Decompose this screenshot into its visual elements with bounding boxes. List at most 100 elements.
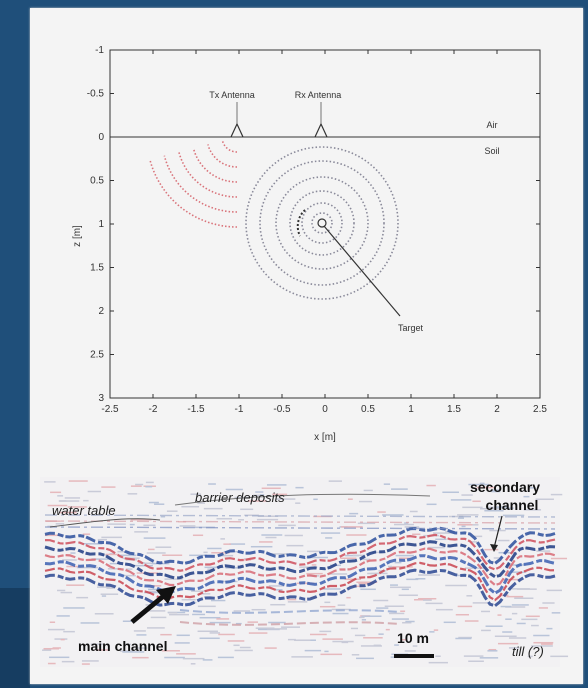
radargram-speckle: [136, 634, 147, 636]
radargram-speckle: [101, 486, 116, 488]
radargram-speckle: [425, 602, 443, 605]
radargram-speckle: [63, 607, 85, 609]
radargram-speckle: [148, 548, 155, 551]
radargram-speckle: [401, 588, 409, 591]
radargram-speckle: [133, 630, 146, 632]
radargram-speckle: [148, 588, 165, 591]
radargram-speckle: [117, 550, 130, 553]
deep-reflector: [179, 609, 401, 614]
radargram-speckle: [329, 573, 348, 575]
radargram-speckle: [260, 494, 265, 496]
x-tick-label: -2.5: [101, 404, 119, 415]
radargram-speckle: [412, 645, 418, 647]
radargram-speckle: [464, 620, 479, 622]
radargram-speckle: [220, 538, 225, 540]
radargram-speckle: [311, 564, 317, 566]
y-tick-label: 0.5: [90, 176, 104, 187]
radargram-speckle: [211, 599, 226, 602]
radargram-speckle: [497, 642, 519, 645]
plot-frame: [109, 49, 541, 399]
radargram-speckle: [130, 485, 142, 487]
radargram-speckle: [240, 508, 254, 511]
radargram-speckle: [204, 566, 224, 569]
radargram-speckle: [533, 641, 554, 644]
radargram-speckle: [485, 625, 503, 627]
radargram-speckle: [120, 574, 136, 577]
radargram-speckle: [81, 663, 90, 665]
radargram-speckle: [181, 598, 196, 601]
radargram-speckle: [458, 636, 472, 639]
radargram-speckle: [97, 586, 111, 588]
radargram-speckle: [209, 621, 231, 624]
y-tick-label: -1: [95, 45, 104, 56]
radargram-speckle: [481, 629, 491, 632]
y-tick-label: 1.5: [90, 263, 104, 274]
radargram-speckle: [255, 627, 275, 629]
radargram-speckle: [276, 498, 282, 500]
radargram-speckle: [278, 524, 296, 527]
reflector-band: [44, 554, 556, 596]
radargram-speckle: [350, 627, 359, 630]
radargram-speckle: [384, 605, 404, 607]
radargram-speckle: [495, 506, 507, 508]
radargram-speckle: [493, 557, 503, 559]
radargram-speckle: [287, 598, 297, 601]
radargram-speckle: [435, 538, 447, 541]
radargram-speckle: [322, 638, 343, 640]
radargram-speckle: [363, 489, 373, 492]
radargram-speckle: [59, 500, 67, 502]
radargram-speckle: [57, 495, 64, 497]
radargram-speckle: [550, 557, 568, 560]
reflector-band: [44, 540, 556, 580]
radargram-speckle: [394, 523, 414, 526]
radargram-speckle: [176, 653, 196, 655]
target-marker: [317, 218, 327, 228]
radargram-speckle: [68, 480, 88, 482]
radargram-speckle: [487, 650, 498, 652]
radargram-speckle: [276, 498, 296, 500]
radargram-speckle: [44, 481, 56, 483]
radargram-speckle: [106, 508, 112, 510]
radargram-speckle: [351, 654, 360, 656]
radargram-speckle: [349, 512, 359, 515]
radargram-speckle: [414, 598, 426, 601]
radargram-speckle: [325, 537, 333, 539]
radargram-speckle: [383, 483, 391, 485]
radargram-speckle: [59, 511, 77, 514]
x-tick-label: 2.5: [533, 404, 547, 415]
radargram-speckle: [52, 647, 61, 649]
radargram-speckle: [268, 621, 286, 624]
secondary-channel-label-1: secondary: [470, 479, 540, 495]
radargram-speckle: [332, 640, 354, 643]
radargram-speckle: [251, 608, 266, 611]
radargram-speckle: [320, 653, 343, 656]
radargram-speckle: [106, 587, 115, 589]
reflector-band: [44, 533, 556, 572]
radargram-speckle: [405, 620, 415, 623]
radargram-speckle: [208, 483, 216, 485]
target-wavefront-circle: [245, 146, 399, 300]
radargram-speckle: [233, 610, 251, 612]
radargram-speckle: [255, 491, 264, 493]
radargram-speckle: [139, 562, 155, 565]
radargram-speckle: [161, 650, 180, 652]
radargram-speckle: [498, 539, 510, 542]
radargram-speckle: [390, 584, 398, 586]
tx-wavefronts: [149, 140, 238, 228]
radargram-speckle: [550, 493, 563, 496]
radargram-speckle: [538, 607, 548, 609]
target-leader: [323, 225, 401, 317]
radargram-speckle: [376, 607, 389, 609]
radargram-speckle: [234, 649, 253, 652]
radargram-speckle: [422, 599, 432, 601]
radargram-speckle: [506, 564, 526, 566]
radargram-speckle: [146, 552, 166, 554]
radargram-speckle: [457, 523, 473, 526]
radargram-speckle: [259, 541, 273, 543]
y-tick-label: -0.5: [87, 89, 105, 100]
radargram-speckle: [100, 593, 119, 595]
radargram-speckle: [394, 561, 402, 564]
tx-wavefront-arc: [178, 151, 238, 198]
radargram-speckle: [97, 538, 107, 541]
radargram-speckle: [455, 637, 472, 640]
